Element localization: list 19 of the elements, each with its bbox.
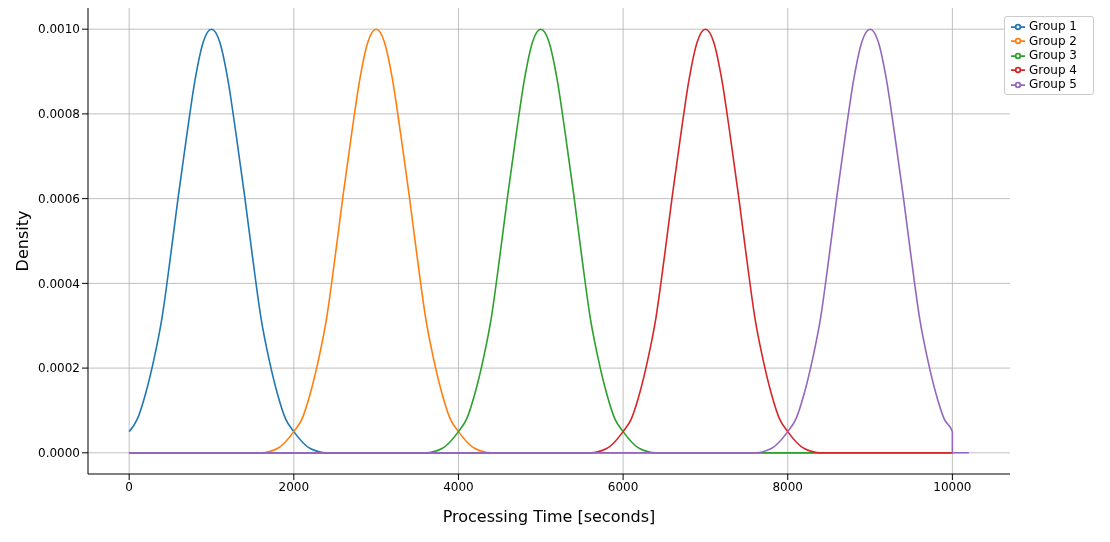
y-tick-label: 0.0004 xyxy=(38,276,80,291)
y-tick-label: 0.0010 xyxy=(38,22,80,37)
legend-label: Group 5 xyxy=(1029,77,1077,91)
x-tick-label: 0 xyxy=(125,479,133,494)
legend-label: Group 1 xyxy=(1029,19,1077,33)
y-tick-label: 0.0002 xyxy=(38,361,80,376)
legend-label: Group 4 xyxy=(1029,62,1077,77)
x-tick-label: 2000 xyxy=(278,479,310,494)
x-tick-label: 8000 xyxy=(772,479,804,494)
x-tick-label: 4000 xyxy=(443,479,474,494)
x-axis-title: Processing Time [seconds] xyxy=(442,507,656,526)
legend-label: Group 2 xyxy=(1029,33,1077,48)
x-tick-label: 6000 xyxy=(607,479,639,494)
x-tick-label: 10000 xyxy=(933,479,972,494)
y-tick-label: 0.0000 xyxy=(38,446,80,461)
y-axis-title: Density xyxy=(12,210,32,272)
y-tick-label: 0.0008 xyxy=(38,107,80,122)
y-tick-label: 0.0006 xyxy=(38,191,80,206)
legend-label: Group 3 xyxy=(1029,48,1077,62)
